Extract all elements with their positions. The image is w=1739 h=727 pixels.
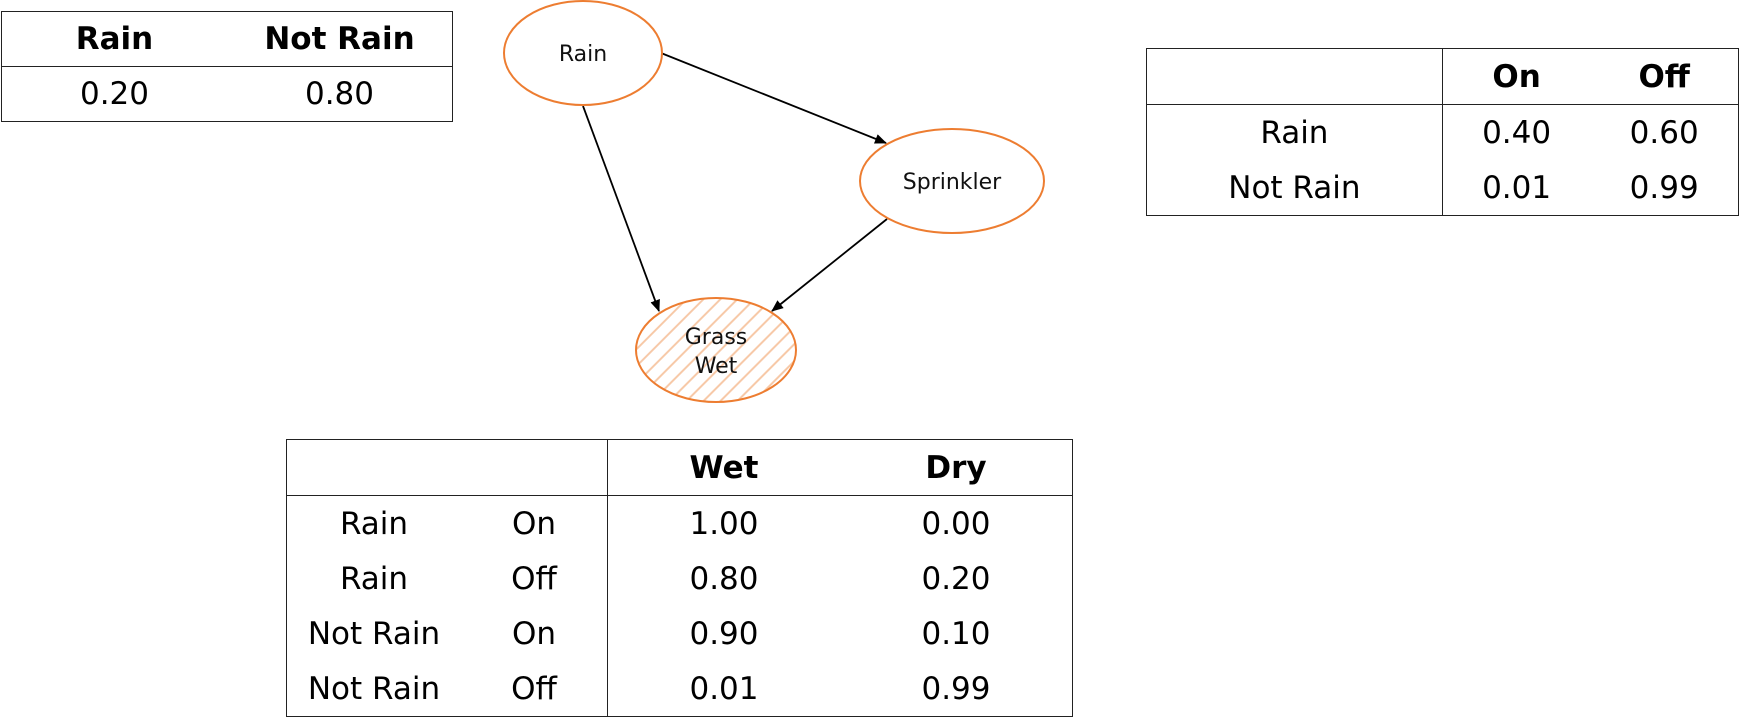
sprinkler-cpt-table: On Off Rain 0.40 0.60 Not Rain 0.01 0.99 [1146,48,1739,216]
header-dry: Dry [840,439,1073,496]
node-label-rain: Rain [559,42,607,67]
rain-state: Rain [339,560,409,597]
sprinkler-state: On [461,606,608,661]
node-grass-wet: Grass Wet [635,297,797,403]
rain-state: Not Rain [307,670,441,707]
table-row: Rain Off 0.80 0.20 [287,551,1073,606]
header-not-rain: Not Rain [227,11,453,67]
table-header-row: On Off [1146,48,1739,105]
cell-off: 0.99 [1629,169,1699,206]
sprinkler-state: Off [461,661,608,717]
cell-wet: 0.01 [689,670,759,707]
cell-off: 0.60 [1629,114,1699,151]
cell-wet: 0.80 [689,560,759,597]
table-row: Not Rain On 0.90 0.10 [287,606,1073,661]
node-label-grass: Grass [685,325,748,350]
cell-on: 0.01 [1482,169,1552,206]
node-sprinkler: Sprinkler [859,128,1045,234]
rain-state: Rain [339,505,409,542]
grass-wet-cpt-table: Wet Dry Rain On 1.00 0.00 Rain Off 0.80 … [286,439,1073,717]
table-row: Not Rain Off 0.01 0.99 [287,661,1073,717]
edge-rain-to-sprinkler [660,52,887,144]
cell-dry: 0.10 [921,615,991,652]
cell-dry: 0.99 [921,670,991,707]
header-on: On [1442,48,1591,105]
table-row: Rain On 1.00 0.00 [287,495,1073,551]
node-rain: Rain [503,0,663,106]
header-blank [461,439,608,496]
table-row: Rain 0.40 0.60 [1146,104,1739,160]
node-label-wet: Wet [695,354,738,379]
header-blank [286,439,461,496]
sprinkler-state: On [461,495,608,551]
row-label: Rain [1146,104,1443,160]
table-row: Not Rain 0.01 0.99 [1146,160,1739,216]
cell-dry: 0.00 [921,505,991,542]
header-wet: Wet [607,439,840,496]
prob-rain: 0.20 [79,76,150,112]
table-header-row: Wet Dry [286,439,1073,496]
prob-not-rain: 0.80 [304,76,375,112]
edge-sprinkler-to-grass-wet [771,218,888,312]
sprinkler-state: Off [461,551,608,606]
table-header-row: Rain Not Rain [1,11,453,67]
cell-dry: 0.20 [921,560,991,597]
table-row: 0.20 0.80 [2,67,453,122]
row-label: Not Rain [1146,160,1443,216]
header-off: Off [1590,48,1739,105]
cell-wet: 0.90 [689,615,759,652]
rain-prior-table: Rain Not Rain 0.20 0.80 [1,11,453,122]
rain-state: Not Rain [307,615,441,652]
header-blank [1146,48,1443,105]
cell-wet: 1.00 [689,505,759,542]
edge-rain-to-grass-wet [582,105,660,312]
header-rain: Rain [1,11,227,67]
node-label-sprinkler: Sprinkler [903,170,1002,195]
cell-on: 0.40 [1482,114,1552,151]
